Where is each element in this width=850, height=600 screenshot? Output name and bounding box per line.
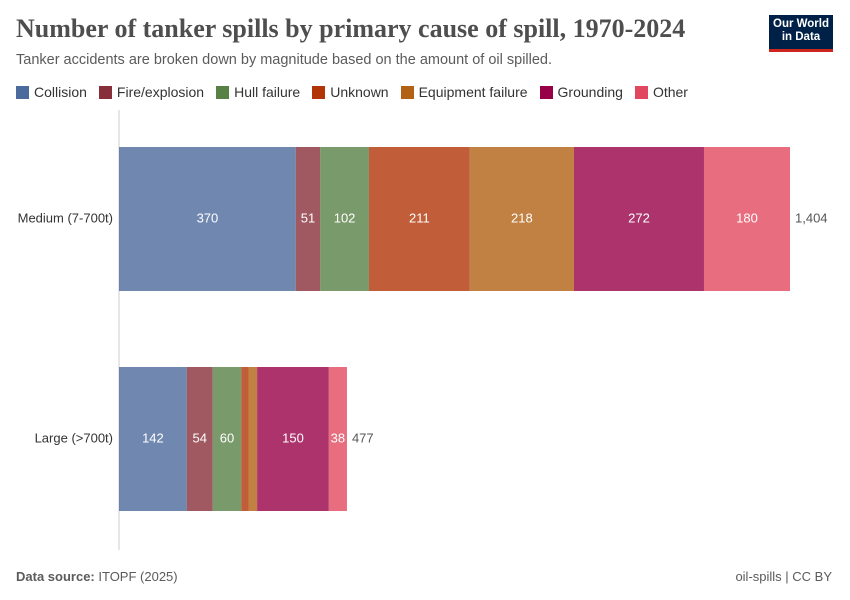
logo[interactable]: Our World in Data (769, 15, 833, 52)
data-label: 150 (282, 430, 304, 445)
bar-segment (212, 367, 242, 511)
legend-item[interactable]: Equipment failure (400, 84, 528, 100)
data-label: 54 (193, 430, 207, 445)
legend-label: Other (652, 84, 688, 100)
legend-swatch (98, 85, 112, 99)
bar-segment (241, 367, 249, 511)
bar-segment (119, 147, 296, 291)
footer-right[interactable]: oil-spills | CC BY (735, 569, 832, 584)
legend-swatch (400, 85, 414, 99)
logo-text: Our World in Data (773, 18, 830, 43)
legend-swatch (312, 85, 326, 99)
bar-segment (257, 367, 329, 511)
bar-segment (573, 147, 704, 291)
data-label: 272 (628, 210, 650, 225)
bar-segment (320, 147, 369, 291)
legend-item[interactable]: Grounding (539, 84, 623, 100)
legend-label: Grounding (557, 84, 623, 100)
legend-item[interactable]: Other (634, 84, 688, 100)
legend-swatch (539, 85, 553, 99)
legend-swatch (16, 85, 29, 99)
legend-label: Equipment failure (418, 84, 528, 100)
bar-segment (328, 367, 347, 511)
bar-segment (186, 367, 213, 511)
bar-segment (295, 147, 321, 291)
legend-item[interactable]: Hull failure (216, 84, 300, 100)
legend-item[interactable]: Unknown (312, 84, 389, 100)
bar-segment (248, 367, 258, 511)
legend-swatch (216, 85, 230, 99)
chart-subtitle: Tanker accidents are broken down by magn… (16, 52, 553, 68)
source: ITOPF (2025) (98, 569, 178, 584)
legend-label: Unknown (330, 84, 389, 100)
legend-swatch (634, 85, 648, 99)
category-label: Large (>700t) (35, 430, 113, 445)
data-label: 60 (220, 430, 234, 445)
bar-segment (119, 367, 187, 511)
legend-item[interactable]: Fire/explosion (98, 84, 205, 100)
legend-label: Collision (34, 84, 87, 100)
data-label: 211 (409, 210, 430, 225)
data-label: 102 (334, 210, 356, 225)
legend-item[interactable]: Collision (16, 84, 87, 100)
bar-segment (368, 147, 470, 291)
source-label: Data source: (16, 569, 95, 584)
legend-label: Fire/explosion (116, 84, 205, 100)
bar-segment (469, 147, 574, 291)
data-label: 38 (331, 430, 345, 445)
data-label: 218 (511, 210, 533, 225)
legend: Collision Fire/explosion Hull failure Unkno… (16, 84, 688, 100)
bar-segment (703, 147, 790, 291)
data-label: 142 (142, 430, 164, 445)
chart-title: Number of tanker spills by primary cause… (16, 14, 686, 43)
data-label: 370 (197, 210, 219, 225)
data-label: 180 (736, 210, 758, 225)
legend-label: Hull failure (234, 84, 301, 100)
total-label: 1,404 (795, 210, 828, 225)
footer-source: Data source: ITOPF (2025) (16, 569, 178, 584)
category-label: Medium (7-700t) (18, 210, 113, 225)
data-label: 51 (301, 210, 315, 225)
total-label: 477 (352, 430, 374, 445)
